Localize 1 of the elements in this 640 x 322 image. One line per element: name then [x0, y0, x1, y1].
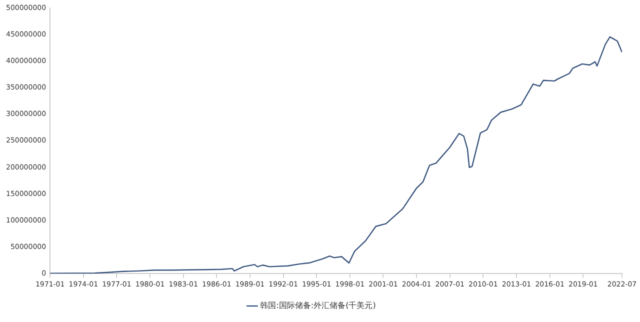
legend-label: 韩国:国际储备:外汇储备(千美元)	[260, 301, 376, 310]
